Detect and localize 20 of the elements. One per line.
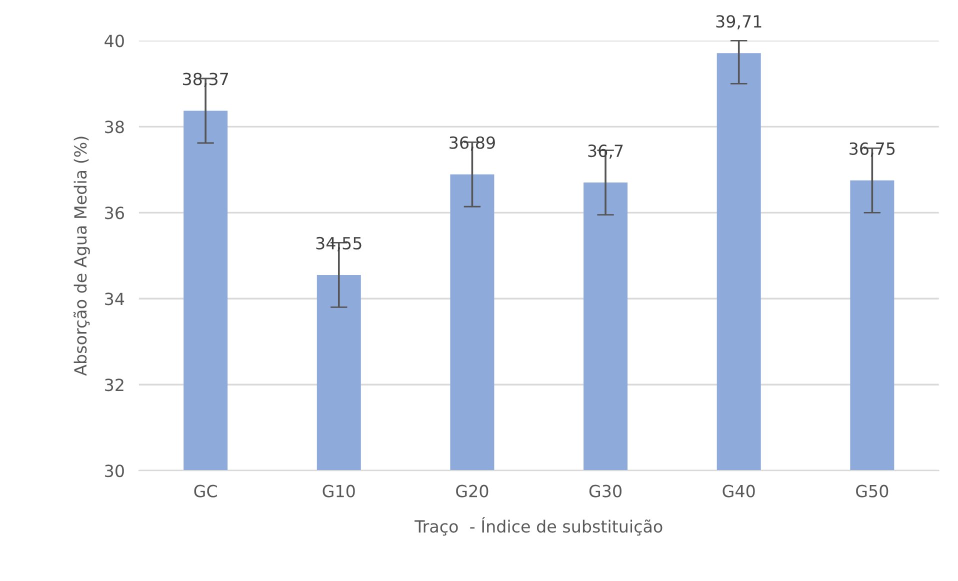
data-label: 36,75 — [850, 142, 895, 157]
x-axis-title: Traço - Índice de substituição — [414, 517, 662, 536]
x-tick-label: G50 — [856, 484, 888, 498]
y-tick-label: 40 — [104, 34, 124, 48]
data-label: 39,71 — [716, 15, 762, 30]
x-tick-label: G40 — [722, 484, 755, 498]
y-tick-label: 34 — [105, 292, 124, 306]
x-tick-label: G30 — [589, 484, 622, 498]
data-label: 34,55 — [316, 236, 362, 252]
x-tick-label: G10 — [322, 484, 355, 498]
x-tick-label: G20 — [456, 484, 488, 498]
x-tick-label: GC — [194, 484, 217, 498]
y-tick-label: 30 — [105, 464, 124, 478]
y-tick-label: 38 — [105, 120, 124, 134]
y-tick-label: 36 — [105, 206, 124, 220]
y-tick-label: 32 — [105, 378, 124, 392]
data-label: 38,37 — [182, 72, 228, 87]
y-axis-title: Absorção de Agua Media (%) — [74, 136, 90, 376]
data-label: 36,89 — [450, 136, 495, 151]
data-label: 36,7 — [588, 144, 623, 159]
